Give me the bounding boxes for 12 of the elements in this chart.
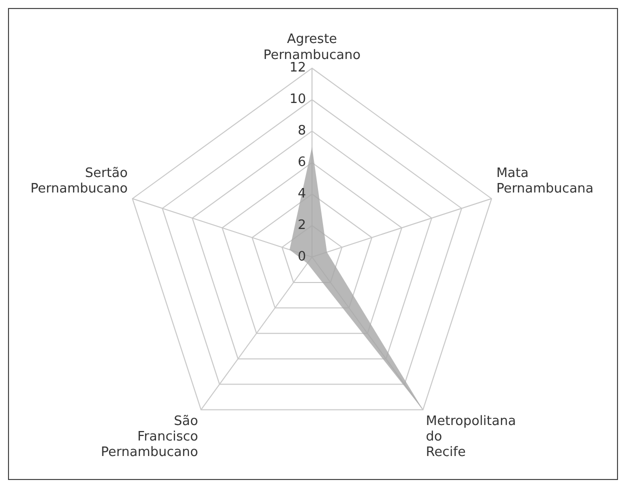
y-tick-label: 0: [298, 249, 306, 264]
y-tick-label: 10: [289, 92, 306, 108]
y-tick-label: 12: [289, 60, 306, 76]
y-tick-label: 8: [298, 124, 306, 139]
spoke-label: Metropolitana do Recife: [426, 414, 516, 460]
spoke-label: Sertão Pernambucano: [30, 166, 128, 197]
spoke-label: Mata Pernambucana: [496, 166, 594, 197]
spoke-label: São Francisco Pernambucano: [100, 414, 198, 460]
spoke-label: Agreste Pernambucano: [263, 32, 361, 63]
y-tick-label: 2: [298, 218, 306, 233]
y-tick-label: 6: [298, 154, 306, 170]
y-tick-label: 4: [298, 186, 306, 202]
